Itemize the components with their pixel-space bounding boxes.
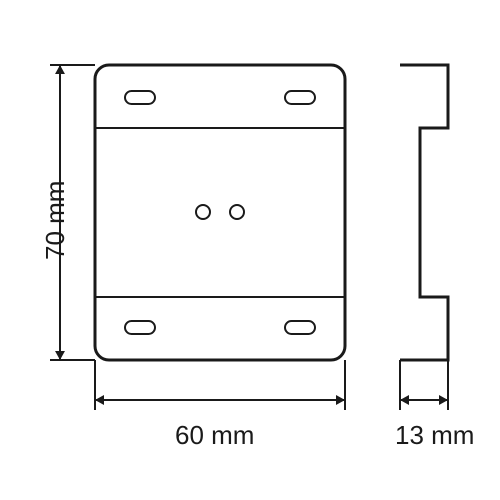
depth-label: 13 mm — [395, 420, 474, 451]
technical-drawing: 70 mm 60 mm 13 mm — [0, 0, 500, 500]
width-label: 60 mm — [175, 420, 254, 451]
height-label: 70 mm — [40, 181, 71, 260]
